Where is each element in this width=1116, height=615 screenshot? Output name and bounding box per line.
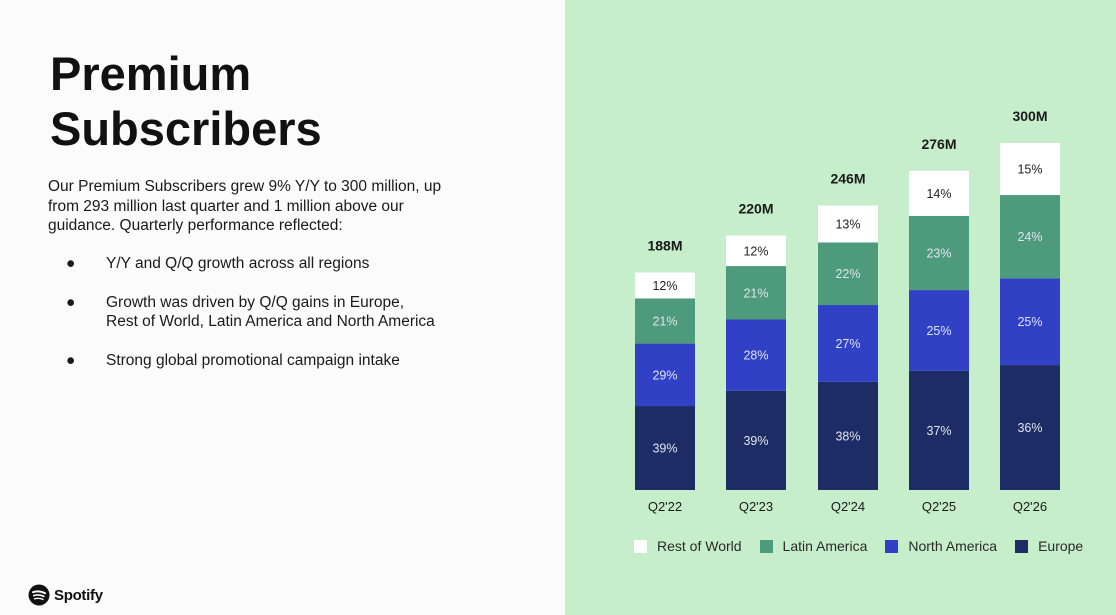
legend-label: Europe: [1038, 538, 1084, 554]
data-label: 21%: [743, 286, 768, 300]
total-label: 246M: [830, 170, 865, 186]
data-label: 28%: [743, 349, 768, 363]
bar-segment-north-america: [818, 305, 878, 382]
logo-wordmark: Spotify: [54, 586, 103, 604]
data-label: 12%: [743, 244, 768, 258]
x-tick-label: Q2'26: [1013, 499, 1047, 514]
bar-segment-latin-america: [818, 242, 878, 306]
intro-paragraph: Our Premium Subscribers grew 9% Y/Y to 3…: [48, 178, 442, 234]
legend-label: North America: [908, 538, 998, 554]
bullet-text: Y/Y and Q/Q growth across all regions: [106, 255, 370, 272]
legend-swatch-rest-of-world: [634, 539, 647, 553]
spotify-logo: Spotify: [28, 584, 103, 606]
bar-segment-north-america: [635, 343, 695, 407]
legend-item-north-america: North America: [885, 538, 997, 554]
x-tick-label: Q2'23: [739, 499, 773, 514]
x-tick-label: Q2'24: [831, 499, 865, 514]
data-label: 21%: [652, 314, 677, 328]
data-label: 12%: [652, 279, 677, 293]
data-label: 14%: [926, 187, 951, 201]
total-label: 276M: [921, 136, 956, 152]
text-panel: Premium Subscribers Our Premium Subscrib…: [28, 46, 442, 606]
bullet-item: ● Strong global promotional campaign inta…: [66, 351, 436, 371]
bar-segment-rest-of-world: [726, 235, 786, 267]
data-label: 22%: [835, 267, 860, 281]
data-label: 37%: [926, 424, 951, 438]
spotify-icon: [28, 584, 50, 606]
bar-segment-north-america: [1000, 278, 1060, 366]
bullet-item: ● Y/Y and Q/Q growth across all regions: [66, 254, 436, 274]
x-tick-label: Q2'25: [922, 499, 956, 514]
bar-segment-latin-america: [726, 266, 786, 320]
data-label: 27%: [835, 337, 860, 351]
page-title: Premium Subscribers: [50, 46, 322, 156]
data-label: 39%: [652, 442, 677, 456]
bar-segment-europe: [818, 381, 878, 490]
bar-segment-north-america: [909, 290, 969, 371]
bullet-list: ● Y/Y and Q/Q growth across all regions ●…: [66, 254, 436, 389]
chart-legend: Rest of World Latin America North Americ…: [634, 538, 1101, 554]
bullet-text: Strong global promotional campaign intak…: [106, 351, 400, 369]
bar-segment-europe: [1000, 365, 1060, 490]
bar-segment-latin-america: [1000, 195, 1060, 279]
bar-segment-north-america: [726, 319, 786, 391]
bar-segment-rest-of-world: [1000, 143, 1060, 196]
bar-segment-latin-america: [635, 298, 695, 344]
bar-segment-europe: [909, 370, 969, 490]
data-label: 25%: [926, 324, 951, 338]
data-label: 24%: [1017, 230, 1042, 244]
data-label: 39%: [743, 434, 768, 448]
bar-segment-europe: [635, 406, 695, 490]
bar-segment-rest-of-world: [909, 170, 969, 216]
total-label: 220M: [738, 201, 773, 217]
bar-segment-rest-of-world: [635, 272, 695, 299]
data-label: 36%: [1017, 421, 1042, 435]
bullet-text: Growth was driven by Q/Q gains in Europe…: [106, 293, 435, 331]
bar-segment-latin-america: [909, 215, 969, 291]
legend-label: Latin America: [782, 538, 868, 554]
legend-swatch-latin-america: [759, 539, 773, 553]
legend-item-europe: Europe: [1015, 538, 1083, 554]
bullet-dot: ●: [66, 293, 76, 311]
bar-segment-rest-of-world: [818, 205, 878, 243]
data-label: 23%: [926, 246, 951, 260]
legend-item-rest-of-world: Rest of World: [634, 538, 742, 554]
bullet-dot: ●: [66, 255, 76, 272]
data-label: 25%: [1017, 315, 1042, 329]
total-label: 188M: [647, 238, 682, 254]
legend-swatch-europe: [1015, 539, 1029, 553]
x-tick-label: Q2'22: [648, 499, 682, 514]
title-line-2: Subscribers: [50, 102, 322, 155]
data-label: 38%: [835, 429, 860, 443]
legend-swatch-north-america: [885, 539, 899, 553]
bullet-dot: ●: [66, 351, 76, 369]
data-label: 15%: [1017, 163, 1042, 177]
title-line-1: Premium: [50, 47, 252, 100]
data-label: 29%: [652, 368, 677, 382]
total-label: 300M: [1012, 108, 1047, 124]
legend-label: Rest of World: [657, 538, 742, 554]
legend-item-latin-america: Latin America: [759, 538, 868, 554]
bar-segment-europe: [726, 390, 786, 490]
data-label: 13%: [835, 217, 860, 231]
bullet-item: ● Growth was driven by Q/Q gains in Europ…: [66, 293, 436, 332]
